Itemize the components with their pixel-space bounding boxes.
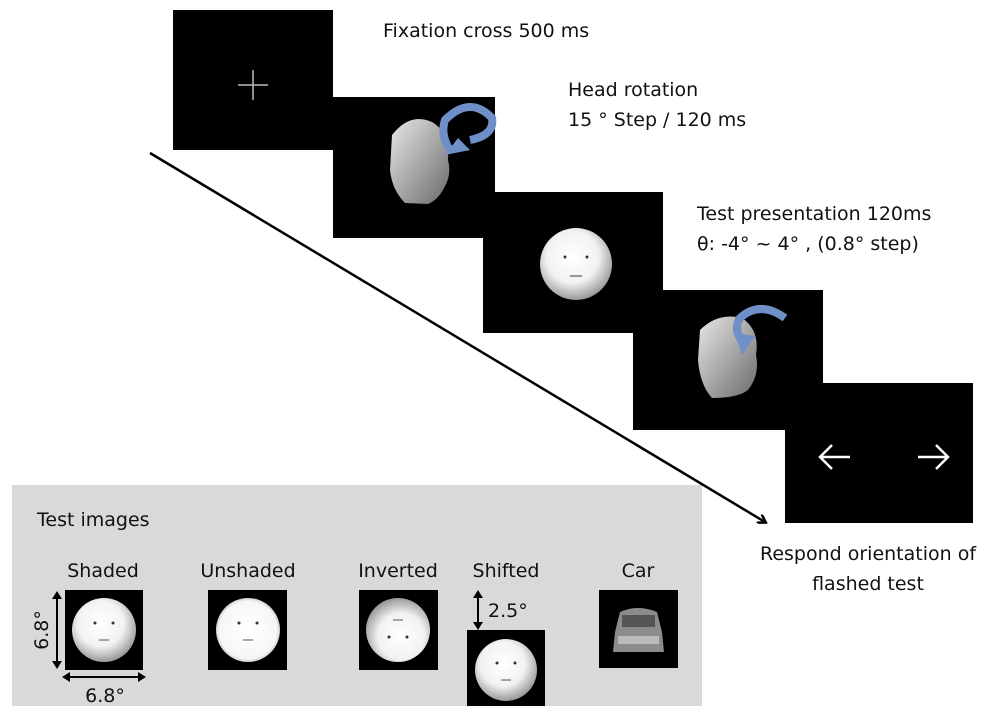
image-label: Shaded bbox=[67, 560, 139, 582]
response-panel bbox=[785, 383, 973, 523]
rotation-detail: 15 ° Step / 120 ms bbox=[568, 109, 746, 131]
panel-title: Test images bbox=[36, 509, 150, 531]
image-label: Shifted bbox=[473, 560, 540, 582]
head-image bbox=[390, 118, 450, 204]
image-label: Unshaded bbox=[200, 560, 295, 582]
face-image bbox=[540, 228, 612, 300]
head-image-2 bbox=[698, 316, 757, 398]
response-label: Respond orientation of bbox=[760, 543, 977, 565]
image-label: Car bbox=[622, 560, 655, 582]
image-label: Inverted bbox=[358, 560, 438, 582]
fixation-cross bbox=[238, 70, 268, 100]
rotation-arrow-head bbox=[445, 138, 470, 155]
time-arrow bbox=[149, 151, 765, 522]
test-detail: θ: -4° ~ 4° , (0.8° step) bbox=[697, 233, 919, 255]
rotation-arrow bbox=[439, 103, 497, 153]
test-label: Test presentation 120ms bbox=[696, 203, 931, 225]
right-arrow bbox=[918, 444, 950, 470]
fixation-label: Fixation cross 500 ms bbox=[383, 20, 589, 42]
dimension-label: 6.8° bbox=[31, 610, 53, 650]
response-label: flashed test bbox=[812, 573, 924, 595]
left-arrow bbox=[818, 444, 850, 470]
shift-label: 2.5° bbox=[488, 600, 528, 622]
dimension-label: 6.8° bbox=[85, 685, 125, 706]
rotation-label: Head rotation bbox=[568, 79, 698, 101]
